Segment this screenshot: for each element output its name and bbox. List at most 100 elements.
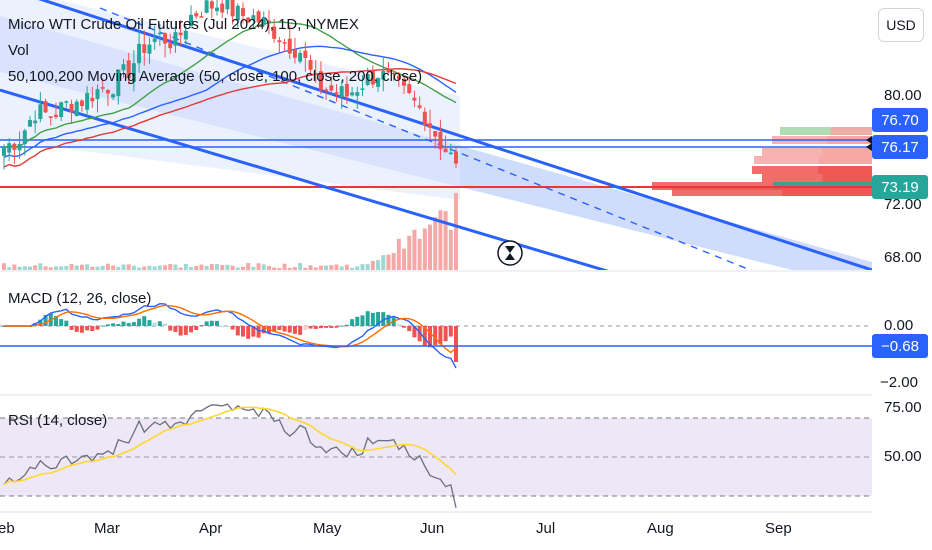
macd-histogram-bar (173, 326, 178, 332)
candle-body (137, 43, 142, 64)
volume-bar (339, 266, 344, 270)
volume-bar (152, 266, 157, 270)
volume-bar (324, 265, 329, 270)
volume-profile-bar (672, 188, 872, 196)
candle-body (381, 70, 386, 80)
x-label-apr: Apr (199, 520, 223, 537)
volume-bar (157, 265, 162, 270)
volume-profile-bar (754, 156, 872, 164)
macd-histogram-bar (318, 326, 323, 329)
price-pane (0, 0, 872, 270)
volume-profile-bar (782, 188, 872, 196)
candle-body (422, 111, 427, 125)
volume-bar (329, 265, 334, 270)
macd-histogram-bar (438, 326, 443, 345)
volume-bar (240, 266, 245, 270)
candle-body (225, 0, 230, 10)
volume-bar (287, 267, 292, 270)
candle-body (256, 11, 261, 23)
candle-body (27, 120, 32, 127)
macd-histogram-bar (74, 326, 79, 332)
volume-bar (100, 265, 105, 270)
macd-histogram-bar (433, 326, 438, 345)
macd-histogram-bar (256, 326, 261, 338)
macd-histogram-bar (194, 326, 199, 330)
macd-histogram-bar (79, 326, 84, 333)
volume-profile (652, 127, 872, 196)
candle-body (131, 63, 136, 82)
volume-bar (396, 238, 401, 270)
volume-bar (298, 263, 303, 270)
volume-bar (163, 265, 168, 270)
volume-bar (147, 265, 152, 270)
candle-body (163, 33, 168, 44)
macd-histogram-bar (163, 323, 168, 326)
candle-body (360, 88, 365, 90)
volume-bar (48, 267, 53, 270)
macd-histogram-bar (168, 326, 173, 331)
volume-bar (215, 264, 220, 270)
candle-body (116, 69, 121, 97)
candle-body (173, 32, 178, 46)
volume-bar (142, 266, 147, 270)
volume-profile-bar (762, 174, 872, 182)
channel-lower-line (0, 88, 609, 270)
macd-histogram-bar (209, 320, 214, 326)
candle-body (85, 93, 90, 110)
volume-bar (246, 263, 251, 270)
candle-body (355, 92, 360, 96)
candle-body (204, 0, 209, 13)
candle-body (412, 97, 417, 101)
price-tick-80: 80.00 (884, 87, 922, 104)
macd-histogram-bar (448, 326, 453, 337)
volume-bar (370, 260, 375, 270)
candle-body (324, 89, 329, 91)
candle-body (121, 64, 126, 71)
volume-bar (85, 264, 90, 270)
currency-button[interactable]: USD (878, 8, 924, 42)
volume-bar (33, 265, 38, 270)
volume-bar (433, 217, 438, 270)
macd-histogram-bar (137, 318, 142, 326)
volume-bar (391, 252, 396, 270)
volume-bar (59, 266, 64, 270)
candles (2, 0, 458, 170)
macd-histogram-bar (386, 314, 391, 326)
macd-histogram-bar (38, 319, 43, 326)
macd-histogram-bar (344, 324, 349, 326)
volume-bar (121, 264, 126, 270)
candle-body (376, 78, 381, 87)
candle-body (277, 40, 282, 43)
macd-histogram-bar (272, 326, 277, 332)
macd-histogram-bar (64, 320, 69, 326)
candle-body (194, 13, 199, 17)
volume-bar (64, 265, 69, 270)
volume-bar (376, 260, 381, 270)
macd-histogram-bar (183, 326, 188, 335)
macd-histogram-bar (365, 311, 370, 326)
macd-histogram-bar (90, 326, 95, 331)
macd-histogram-bar (412, 326, 417, 338)
x-label-may: May (313, 520, 342, 537)
candle-body (339, 86, 344, 98)
candle-body (157, 32, 162, 35)
macd-histogram-bar (121, 321, 126, 326)
macd-histogram-bar (235, 326, 240, 336)
macd-histogram-bar (428, 326, 433, 348)
volume-bar (402, 248, 407, 270)
volume-bar (95, 266, 100, 270)
candle-body (287, 38, 292, 54)
candle-body (261, 17, 266, 25)
volume-bar (183, 264, 188, 270)
macd-histogram-bar (111, 323, 116, 326)
hourglass-icon[interactable] (497, 240, 523, 266)
macd-histogram-bar (396, 324, 401, 326)
volume-bar (79, 264, 84, 270)
candle-body (433, 130, 438, 137)
macd-histogram-bar (53, 316, 58, 326)
volume-profile-bar (818, 166, 872, 174)
volume-bar (235, 267, 240, 270)
candle-body (38, 104, 43, 120)
macd-histogram-bar (339, 325, 344, 327)
